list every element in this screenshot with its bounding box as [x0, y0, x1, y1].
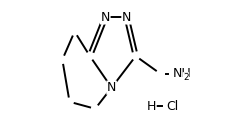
- Text: NH: NH: [172, 67, 191, 80]
- Text: Cl: Cl: [166, 100, 178, 113]
- Text: H: H: [146, 100, 156, 113]
- Text: N: N: [122, 11, 131, 24]
- Text: 2: 2: [182, 73, 188, 82]
- Text: N: N: [100, 11, 110, 24]
- Text: N: N: [106, 81, 116, 94]
